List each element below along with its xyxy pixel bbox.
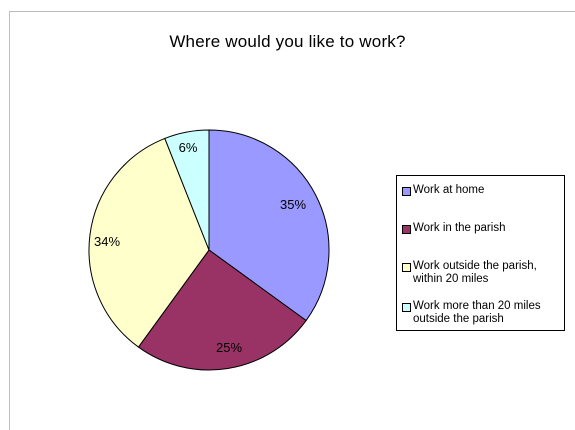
legend-label-work-within-20-miles: Work outside the parish, within 20 miles <box>413 260 537 285</box>
pie-slice-work-at-home <box>208 129 330 322</box>
data-label-work-more-than-20-miles: 6% <box>179 140 198 155</box>
data-label-work-in-parish: 25% <box>216 340 242 355</box>
chart-title: Where would you like to work? <box>169 32 406 51</box>
pie-slices <box>88 129 330 371</box>
pie-slice-work-in-parish <box>137 249 307 371</box>
legend-label-work-at-home: Work at home <box>413 184 485 196</box>
legend-swatch-work-more-than-20-miles <box>402 303 411 312</box>
legend: Work at home Work in the parish Work out… <box>396 175 565 331</box>
legend-swatch-work-within-20-miles <box>402 263 411 272</box>
pie-slice-work-within-20-miles <box>88 137 210 348</box>
legend-swatch-work-at-home <box>402 187 411 196</box>
data-label-work-at-home: 35% <box>280 197 306 212</box>
legend-label-work-more-than-20-miles: Work more than 20 miles outside the pari… <box>413 300 541 325</box>
legend-swatch-work-in-parish <box>402 225 411 234</box>
legend-label-work-in-parish: Work in the parish <box>413 222 506 234</box>
pie-data-labels: 35% 25% 34% 6% <box>94 140 306 355</box>
pie-slice-work-more-than-20-miles <box>164 129 210 251</box>
data-label-work-within-20-miles: 34% <box>94 234 120 249</box>
